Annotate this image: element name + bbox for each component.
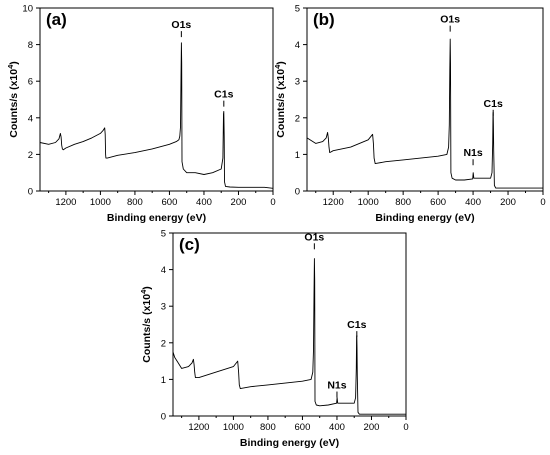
spectrum-line (172, 258, 406, 415)
peak-label-c1s: C1s (347, 319, 366, 331)
panel-b: 1200 1000 800 600 400 200 0 0 1 2 3 4 5 Binding energ… (273, 4, 546, 225)
x-tick-label: 0 (540, 197, 545, 208)
y-tick-label: 5 (295, 4, 300, 15)
y-tick-label: 2 (161, 338, 166, 349)
y-tick-label: 0 (295, 187, 300, 198)
x-tick-label: 200 (231, 197, 247, 208)
peak-label-o1s: O1s (304, 231, 324, 243)
x-tick-label: 1200 (188, 422, 209, 433)
panel-label: (a) (46, 10, 67, 29)
y-tick-label: 2 (28, 150, 33, 161)
y-tick-label: 3 (295, 77, 300, 88)
y-tick-label: 3 (161, 302, 166, 313)
x-tick-label: 0 (403, 422, 408, 433)
y-tick-label: 8 (28, 40, 33, 51)
spectrum-line (39, 42, 274, 189)
y-tick-label: 4 (161, 265, 166, 276)
peak-label-n1s: N1s (463, 147, 482, 159)
peak-label-n1s: N1s (327, 380, 346, 392)
y-axis-title: Counts/s (x104) (139, 286, 153, 363)
x-tick-label: 400 (196, 197, 212, 208)
x-tick-label: 800 (127, 197, 143, 208)
peak-label-c1s: C1s (214, 89, 233, 101)
peak-label-c1s: C1s (484, 98, 503, 110)
x-tick-label: 0 (270, 197, 275, 208)
x-tick-label: 600 (430, 197, 446, 208)
y-tick-label: 1 (161, 375, 166, 386)
x-tick-label: 200 (500, 197, 516, 208)
x-tick-label: 1000 (223, 422, 244, 433)
y-tick-label: 1 (295, 150, 300, 161)
x-tick-label: 400 (329, 422, 345, 433)
y-tick-label: 10 (22, 4, 33, 15)
x-tick-label: 600 (295, 422, 311, 433)
panel-c: 1200 1000 800 600 400 200 0 0 1 2 3 4 5 Binding energ… (139, 229, 409, 450)
y-tick-label: 4 (295, 40, 300, 51)
x-tick-label: 1000 (90, 197, 111, 208)
x-tick-label: 1000 (358, 197, 379, 208)
y-axis-title: Counts/s (x104) (273, 61, 287, 138)
x-axis-title: Binding energy (eV) (375, 212, 474, 224)
y-axis-title: Counts/s (x104) (6, 61, 20, 138)
panel-label: (c) (179, 235, 200, 254)
x-tick-label: 1200 (323, 197, 344, 208)
x-tick-label: 800 (395, 197, 411, 208)
x-axis-title: Binding energy (eV) (107, 212, 206, 224)
plot-frame (39, 7, 274, 192)
y-tick-label: 4 (28, 113, 33, 124)
y-tick-label: 0 (161, 412, 166, 423)
x-tick-label: 400 (465, 197, 481, 208)
x-tick-label: 1200 (55, 197, 76, 208)
y-tick-label: 5 (161, 229, 166, 240)
panel-label: (b) (313, 10, 335, 29)
plot-frame (306, 7, 544, 192)
x-axis-title: Binding energy (eV) (240, 437, 339, 449)
x-tick-label: 200 (364, 422, 380, 433)
plot-frame (172, 232, 407, 417)
y-tick-label: 0 (28, 187, 33, 198)
peak-label-o1s: O1s (171, 19, 191, 31)
x-tick-label: 600 (162, 197, 178, 208)
y-tick-label: 6 (28, 77, 33, 88)
peak-label-o1s: O1s (440, 14, 460, 26)
y-tick-label: 2 (295, 113, 300, 124)
spectrum-line (306, 38, 543, 189)
panel-a: 1200 1000 800 600 400 200 0 0 2 4 6 8 10 Binding ener… (6, 4, 276, 225)
x-tick-label: 800 (260, 422, 276, 433)
